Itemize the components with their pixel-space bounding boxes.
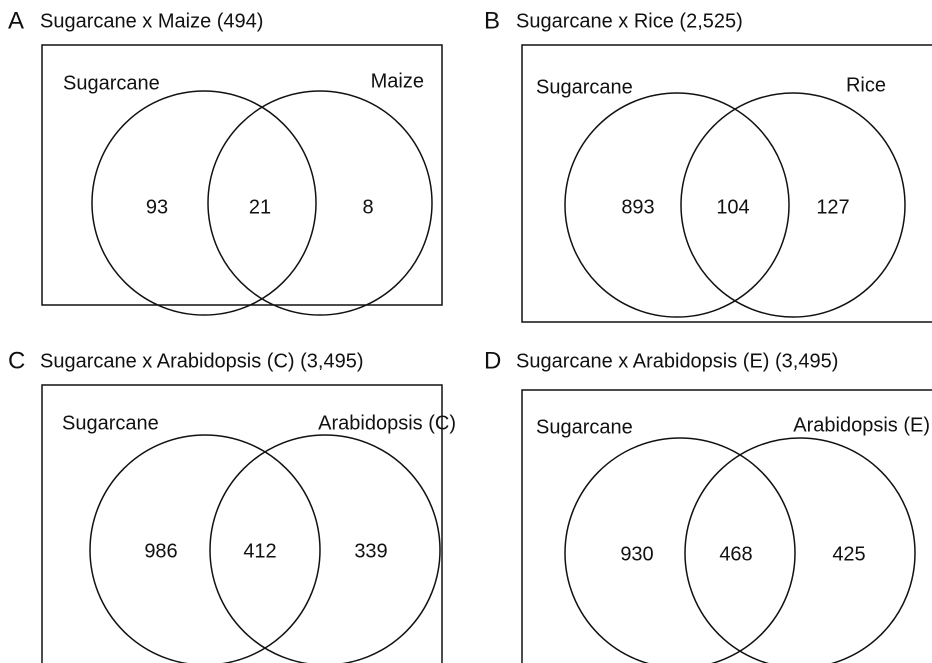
count-both: 412 [243,540,276,562]
venn-circle-left [564,437,796,663]
venn-circle-right [209,434,441,663]
count-right: 425 [832,543,865,565]
set-label-left: Sugarcane [63,72,160,94]
count-both: 104 [716,196,749,218]
panel-title: Sugarcane x Arabidopsis (C) (3,495) [40,350,364,372]
count-both: 21 [249,196,271,218]
panel-letter: A [8,7,24,34]
set-label-right: Maize [371,70,424,92]
panel-title: Sugarcane x Rice (2,525) [516,10,743,32]
panel-letter: B [484,7,500,34]
panel-frame [521,44,932,323]
set-label-left: Sugarcane [536,416,633,438]
panel-frame [521,389,932,663]
count-right: 339 [354,540,387,562]
venn-circle-left [91,90,317,316]
panel-letter: D [484,347,501,374]
count-left: 986 [144,540,177,562]
panel-frame [41,44,443,306]
panel-frame [41,384,443,663]
panel-title: Sugarcane x Arabidopsis (E) (3,495) [516,350,838,372]
count-right: 8 [362,196,373,218]
set-label-right: Arabidopsis (C) [318,412,456,434]
count-right: 127 [816,196,849,218]
set-label-right: Arabidopsis (E) [793,414,930,436]
count-left: 93 [146,196,168,218]
venn-circle-right [207,90,433,316]
venn-circle-right [680,92,906,318]
panel-letter: C [8,347,25,374]
venn-circle-left [564,92,790,318]
panel-title: Sugarcane x Maize (494) [40,10,263,32]
venn-circle-right [684,437,916,663]
set-label-right: Rice [846,74,886,96]
set-label-left: Sugarcane [62,412,159,434]
count-left: 930 [620,543,653,565]
count-both: 468 [719,543,752,565]
venn-circle-left [89,434,321,663]
set-label-left: Sugarcane [536,76,633,98]
count-left: 893 [621,196,654,218]
